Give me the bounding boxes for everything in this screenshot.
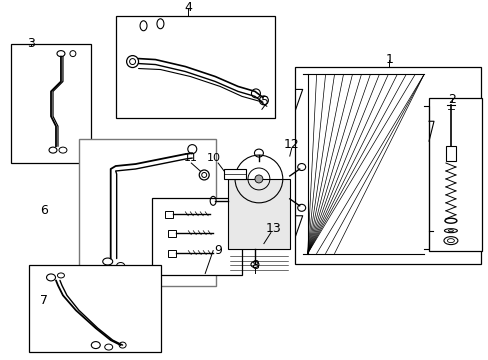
- Bar: [428, 98, 481, 251]
- Text: 8: 8: [250, 259, 259, 272]
- Text: 11: 11: [184, 153, 198, 163]
- Bar: [79, 139, 216, 287]
- Text: 4: 4: [184, 1, 192, 14]
- Bar: [11, 44, 91, 163]
- Text: 9: 9: [214, 244, 222, 257]
- Text: 12: 12: [284, 138, 299, 150]
- Bar: [165, 211, 173, 218]
- Ellipse shape: [254, 175, 263, 183]
- Bar: [152, 198, 242, 275]
- Bar: [227, 179, 289, 249]
- Text: 5: 5: [261, 95, 268, 108]
- Text: 6: 6: [40, 204, 48, 217]
- Bar: [168, 249, 176, 257]
- Bar: [294, 67, 480, 264]
- Bar: [168, 230, 176, 237]
- Bar: [29, 265, 161, 352]
- Text: 1: 1: [385, 53, 392, 66]
- Bar: [445, 146, 455, 161]
- Text: 13: 13: [265, 222, 281, 235]
- Text: 3: 3: [27, 37, 35, 50]
- Bar: [224, 169, 245, 179]
- Text: 2: 2: [447, 93, 455, 106]
- Bar: [116, 16, 274, 118]
- Text: 7: 7: [40, 294, 48, 307]
- Text: 10: 10: [207, 153, 221, 163]
